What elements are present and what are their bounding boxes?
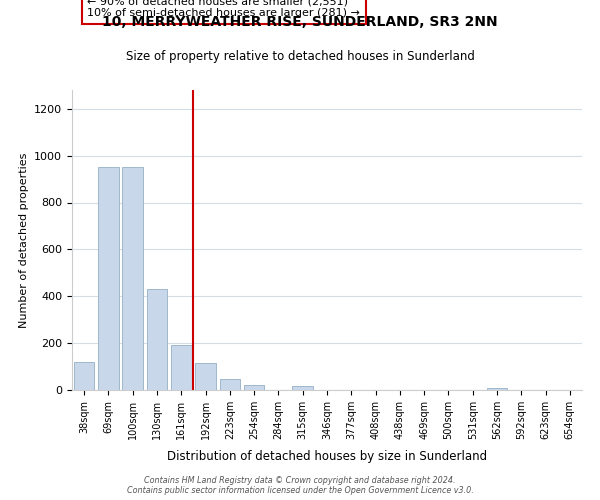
Bar — [292, 386, 313, 390]
Bar — [146, 289, 167, 390]
Bar — [195, 363, 216, 390]
Text: 10, MERRYWEATHER RISE, SUNDERLAND, SR3 2NN: 10, MERRYWEATHER RISE, SUNDERLAND, SR3 2… — [102, 15, 498, 29]
Bar — [98, 168, 119, 390]
X-axis label: Distribution of detached houses by size in Sunderland: Distribution of detached houses by size … — [167, 450, 487, 463]
Bar — [244, 385, 265, 390]
Bar — [220, 379, 240, 390]
Y-axis label: Number of detached properties: Number of detached properties — [19, 152, 29, 328]
Bar — [487, 388, 508, 390]
Bar — [122, 168, 143, 390]
Bar — [74, 362, 94, 390]
Bar — [171, 346, 191, 390]
Text: Size of property relative to detached houses in Sunderland: Size of property relative to detached ho… — [125, 50, 475, 63]
Text: Contains HM Land Registry data © Crown copyright and database right 2024.
Contai: Contains HM Land Registry data © Crown c… — [127, 476, 473, 495]
Text: 10 MERRYWEATHER RISE: 176sqm
← 90% of detached houses are smaller (2,551)
10% of: 10 MERRYWEATHER RISE: 176sqm ← 90% of de… — [88, 0, 360, 18]
